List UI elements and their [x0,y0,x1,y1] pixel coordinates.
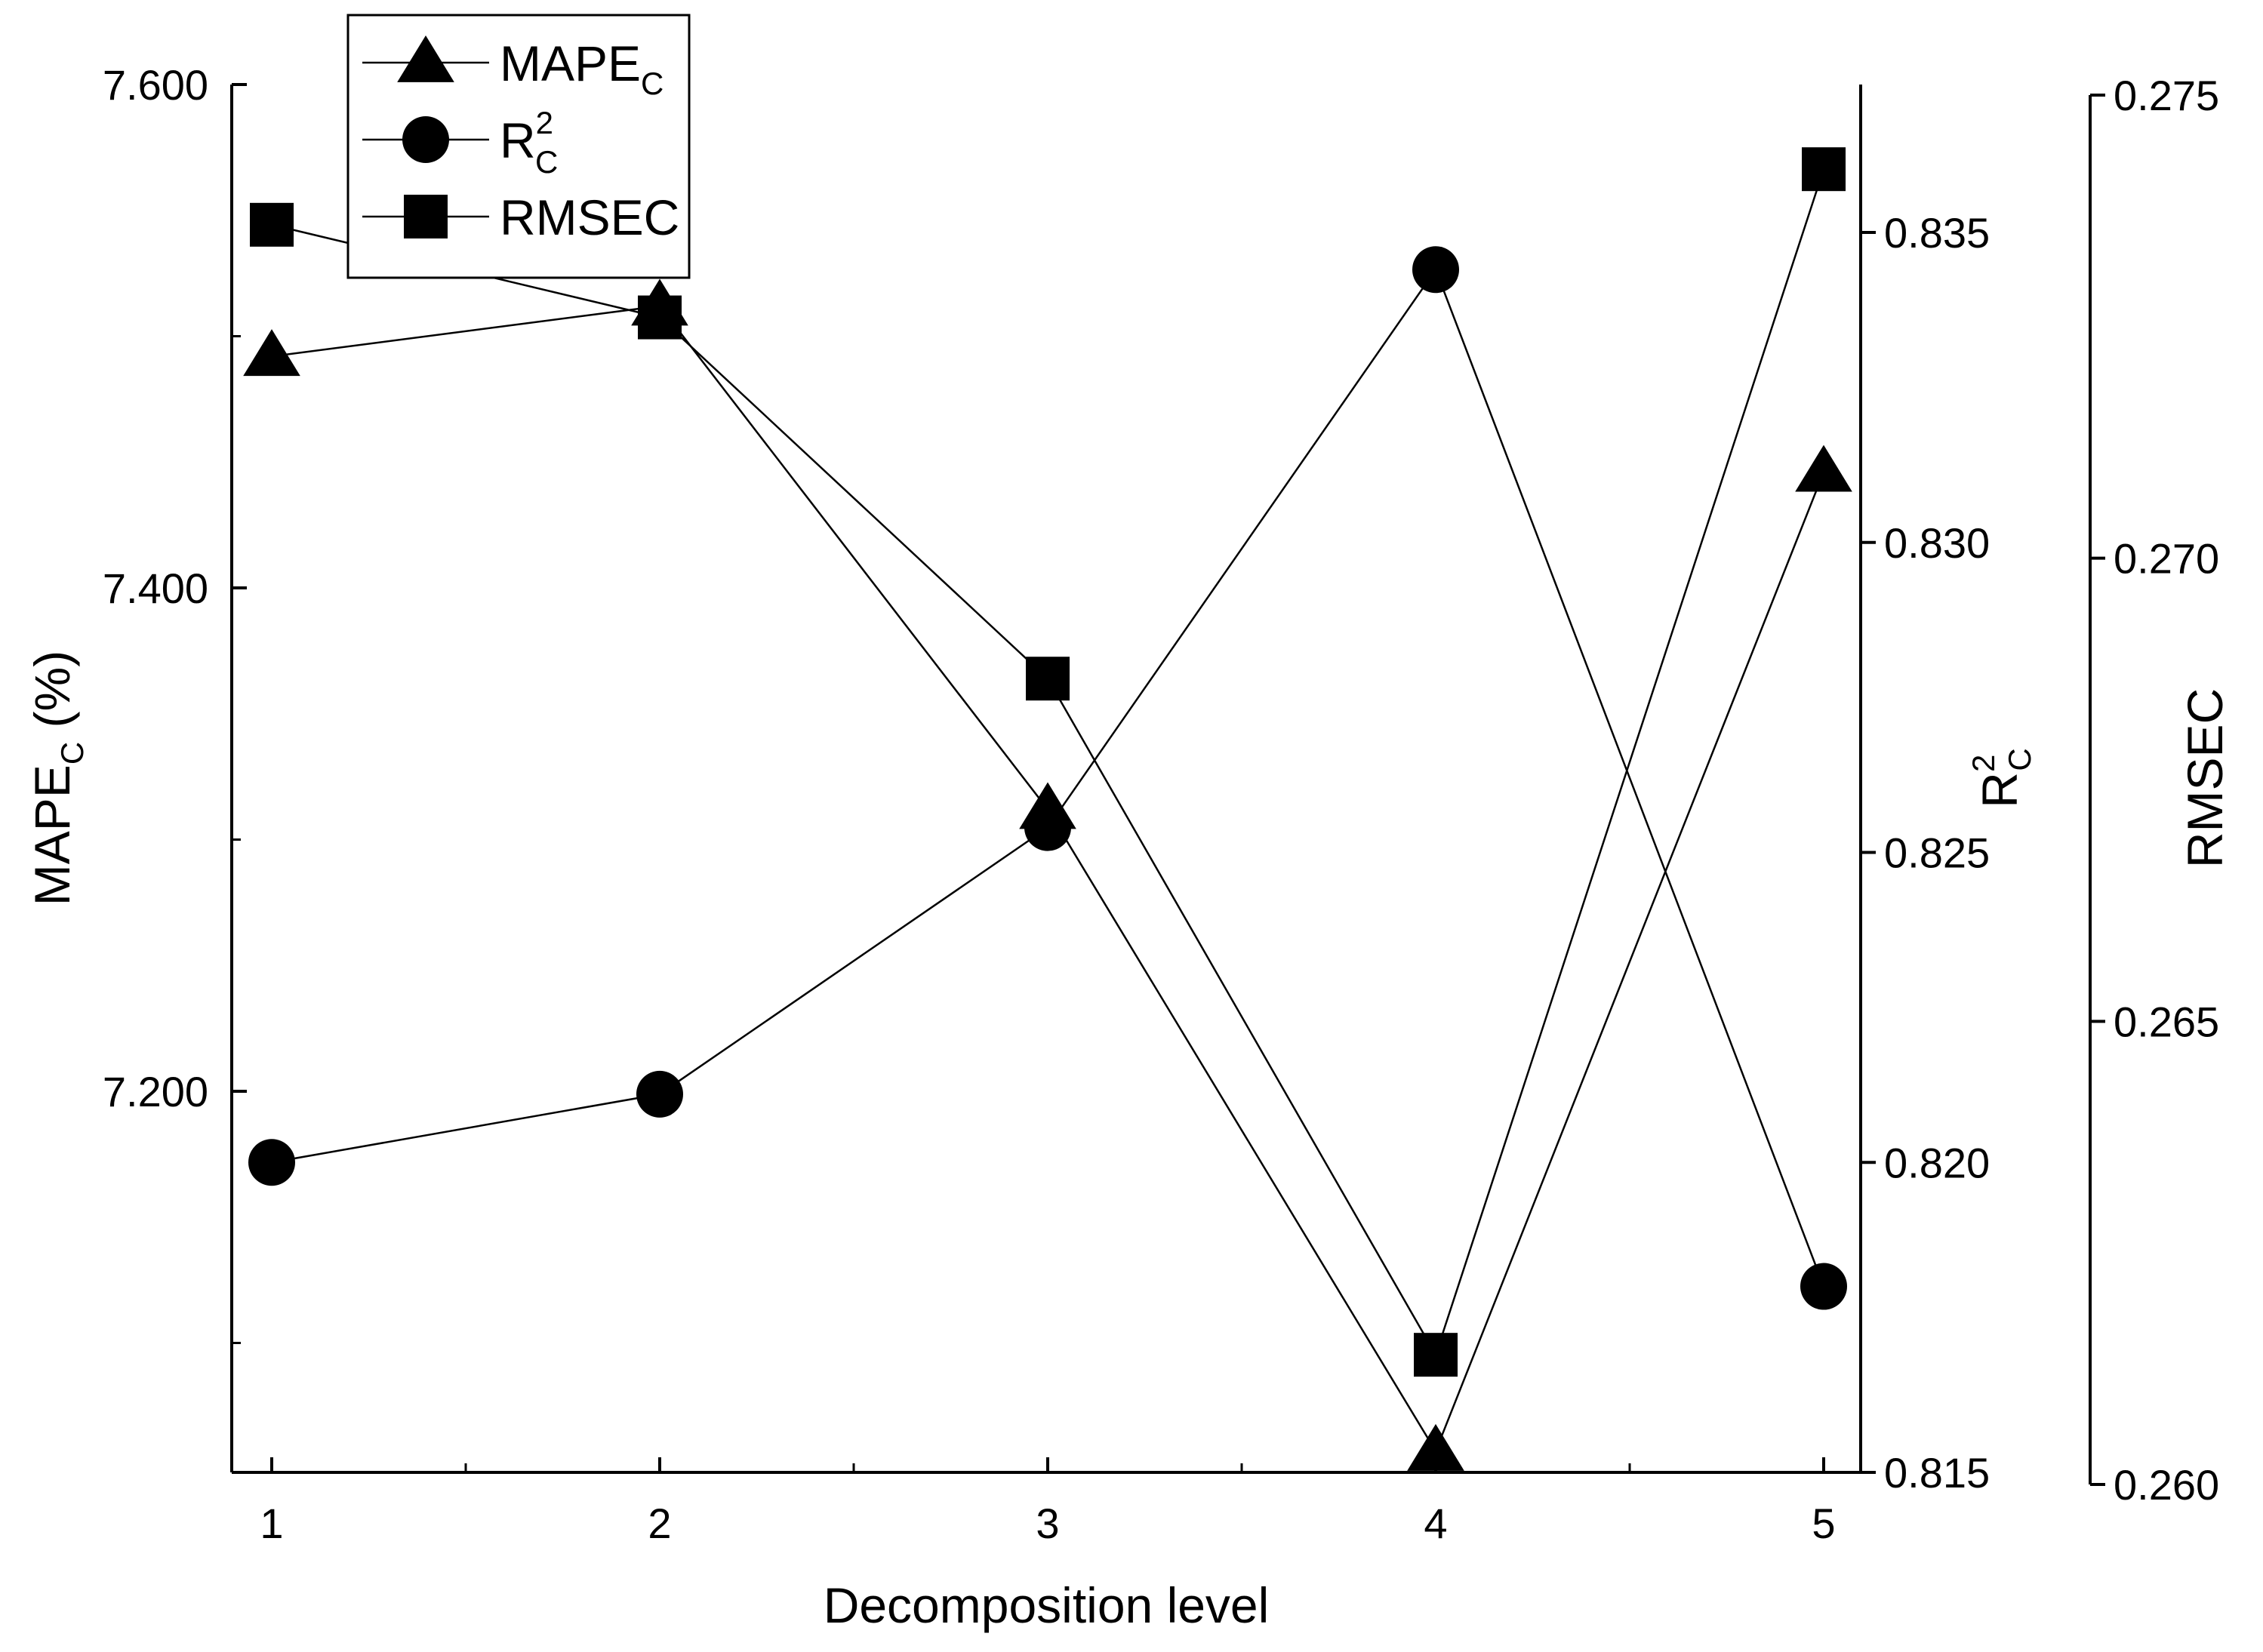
y-left-ticks: 7.600 7.400 7.200 [103,61,247,1344]
y-right1-tick-label: 0.815 [1884,1449,1990,1497]
data-point-circle [636,1070,683,1118]
legend-label-sub: C [641,66,664,101]
y-left-tick-label: 7.400 [103,565,208,612]
legend-label: RMSEC [500,189,679,245]
y-right2-tick-label: 0.260 [2114,1461,2219,1509]
data-point-circle [1800,1263,1847,1310]
legend-label-sub: C [535,144,558,180]
legend-marker-triangle [397,35,454,82]
data-point-triangle [243,329,300,377]
data-point-triangle [1795,445,1852,492]
y-right1-title-main: R [1972,772,2027,808]
series-square [250,147,1846,1377]
data-point-circle [248,1139,295,1186]
data-point-circle [1412,246,1459,294]
data-point-square [1026,657,1070,701]
series-circle [248,246,1847,1310]
x-axis-title: Decomposition level [824,1577,1270,1633]
y-right1-tick-label: 0.830 [1884,519,1990,567]
x-tick-label: 4 [1424,1500,1447,1547]
series-line [271,267,1825,1287]
y-right1-ticks: 0.835 0.830 0.825 0.820 0.815 [1861,209,1990,1497]
legend-label: R2 C [500,105,558,180]
y-left-axis-title: MAPEC (%) [24,651,90,906]
legend-label-main: MAPE [500,35,641,91]
data-point-square [250,202,294,247]
x-tick-label: 2 [648,1500,671,1547]
series-layer [243,147,1852,1471]
y-right2-tick-label: 0.275 [2114,72,2219,119]
data-point-square [1414,1333,1458,1377]
y-left-title-unit: (%) [24,651,80,742]
legend-item: MAPEC [362,35,664,101]
data-point-square [638,295,682,340]
legend-label-main: RMSEC [500,189,679,245]
y-left-title-sub: C [54,742,90,764]
y-right2-tick-label: 0.265 [2114,998,2219,1045]
y-right1-axis-title: R2C [1966,748,2037,808]
y-right2-axis-title: RMSEC [2177,688,2233,868]
y-right1-tick-label: 0.835 [1884,209,1990,257]
axes [230,85,2092,1484]
y-right2-ticks: 0.275 0.270 0.265 0.260 [2090,72,2219,1509]
y-left-tick-label: 7.600 [103,61,208,109]
y-right1-tick-label: 0.820 [1884,1139,1990,1186]
legend-marker-square [404,195,448,238]
legend-item: RMSEC [362,189,679,245]
x-tick-label: 1 [260,1500,283,1547]
legend-item: R2 C [362,105,558,180]
y-right1-title-sup: 2 [1966,755,2001,772]
data-point-circle [1024,804,1071,851]
legend-label-sup: 2 [536,105,553,140]
y-left-tick-label: 7.200 [103,1068,208,1115]
x-tick-label: 5 [1812,1500,1835,1547]
y-right1-tick-label: 0.825 [1884,829,1990,877]
series-line [271,168,1825,1358]
legend-marker-circle [402,116,449,163]
legend-label-main: R [500,112,536,168]
x-ticks: 1 2 3 4 5 [260,1457,1836,1547]
x-tick-label: 3 [1036,1500,1059,1547]
data-point-triangle [1407,1423,1464,1471]
data-point-square [1802,147,1846,192]
y-right2-tick-label: 0.270 [2114,535,2219,583]
y-right1-title-sub: C [2002,748,2037,771]
series-triangle [243,278,1852,1471]
y-left-title-main: MAPE [24,764,80,906]
legend-label: MAPEC [500,35,664,101]
